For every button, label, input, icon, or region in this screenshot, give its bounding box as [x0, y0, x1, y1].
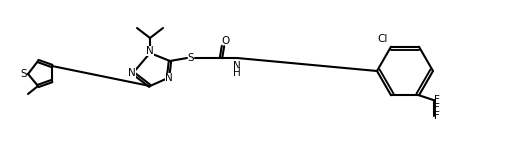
Text: N: N [128, 68, 136, 78]
Text: N: N [165, 73, 173, 83]
Text: Cl: Cl [378, 34, 388, 44]
Text: O: O [222, 36, 230, 46]
Text: S: S [20, 69, 27, 79]
Text: S: S [188, 53, 194, 63]
Text: F: F [434, 111, 440, 121]
Text: F: F [434, 103, 440, 113]
Text: N: N [233, 61, 241, 71]
Text: H: H [233, 68, 241, 78]
Text: F: F [434, 95, 440, 105]
Text: N: N [146, 46, 154, 56]
